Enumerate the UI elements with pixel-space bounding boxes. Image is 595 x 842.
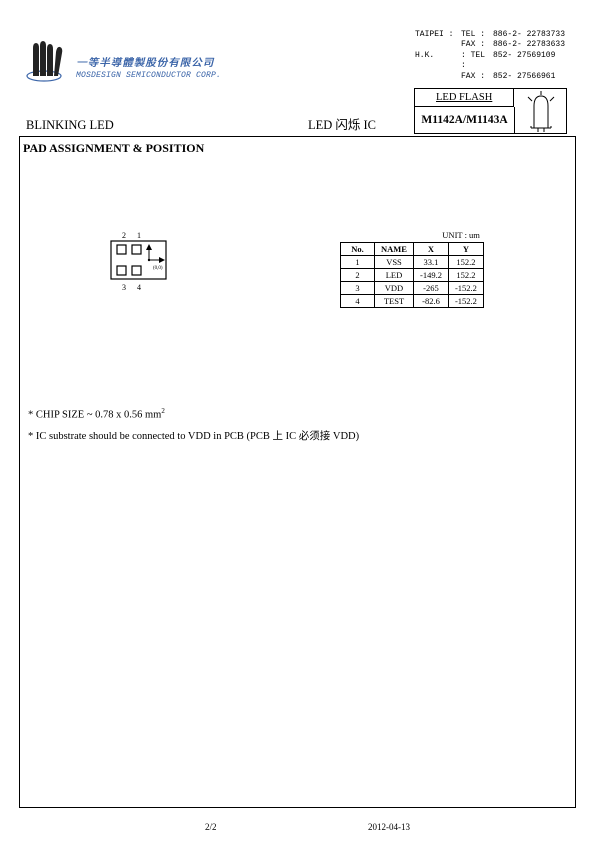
pad-label-3: 3 bbox=[122, 283, 126, 292]
contact-row: TAIPEI : TEL : 886-2- 22783733 bbox=[415, 30, 565, 40]
pad-label-1: 1 bbox=[137, 231, 141, 240]
product-box: LED FLASH M1142A/M1143A bbox=[414, 88, 567, 134]
col-x: X bbox=[413, 243, 448, 256]
contact-info: TAIPEI : TEL : 886-2- 22783733 FAX : 886… bbox=[415, 30, 565, 82]
notes: * CHIP SIZE ~ 0.78 x 0.56 mm2 * IC subst… bbox=[28, 404, 359, 447]
contact-row: H.K. : TEL : 852- 27569109 bbox=[415, 51, 565, 72]
table-row: 2 LED -149.2 152.2 bbox=[341, 269, 484, 282]
content-frame bbox=[19, 136, 576, 808]
table-row: 3 VDD -265 -152.2 bbox=[341, 282, 484, 295]
table-row: 4 TEST -82.6 -152.2 bbox=[341, 295, 484, 308]
footer-date: 2012-04-13 bbox=[368, 822, 410, 832]
led-bulb-icon bbox=[520, 90, 560, 132]
col-no: No. bbox=[341, 243, 375, 256]
company-text: 一等半導體製股份有限公司 MOSDESIGN SEMICONDUCTOR COR… bbox=[76, 55, 221, 80]
title-row: BLINKING LED LED 闪烁 IC bbox=[26, 114, 376, 133]
section-title: PAD ASSIGNMENT & POSITION bbox=[19, 136, 576, 156]
led-flash-label: LED FLASH bbox=[415, 89, 514, 107]
table-header-row: No. NAME X Y bbox=[341, 243, 484, 256]
company-logo-icon bbox=[26, 38, 70, 82]
contact-row: FAX : 852- 27566961 bbox=[415, 72, 565, 82]
col-name: NAME bbox=[375, 243, 414, 256]
note-substrate: * IC substrate should be connected to VD… bbox=[28, 426, 359, 447]
company-name-chinese: 一等半導體製股份有限公司 bbox=[76, 55, 221, 70]
company-logo-block: 一等半導體製股份有限公司 MOSDESIGN SEMICONDUCTOR COR… bbox=[26, 38, 221, 82]
chip-diagram: 2 1 (0,0) 3 4 bbox=[105, 230, 185, 297]
unit-label: UNIT : um bbox=[340, 230, 484, 240]
note-chip-size: * CHIP SIZE ~ 0.78 x 0.56 mm2 bbox=[28, 404, 359, 426]
pad-table-block: UNIT : um No. NAME X Y 1 VSS 33.1 152.2 … bbox=[340, 230, 484, 308]
pad-label-2: 2 bbox=[122, 231, 126, 240]
table-row: 1 VSS 33.1 152.2 bbox=[341, 256, 484, 269]
col-y: Y bbox=[448, 243, 483, 256]
pad-label-4: 4 bbox=[137, 283, 141, 292]
page-number: 2/2 bbox=[205, 822, 217, 832]
title-left: BLINKING LED bbox=[26, 118, 114, 133]
axis-origin-label: (0,0) bbox=[153, 266, 163, 271]
company-name-english: MOSDESIGN SEMICONDUCTOR CORP. bbox=[76, 71, 221, 80]
led-icon-cell bbox=[514, 89, 566, 107]
contact-row: FAX : 886-2- 22783633 bbox=[415, 40, 565, 50]
model-number: M1142A/M1143A bbox=[415, 107, 515, 133]
pad-table: No. NAME X Y 1 VSS 33.1 152.2 2 LED -149… bbox=[340, 242, 484, 308]
title-right: LED 闪烁 IC bbox=[308, 114, 376, 133]
